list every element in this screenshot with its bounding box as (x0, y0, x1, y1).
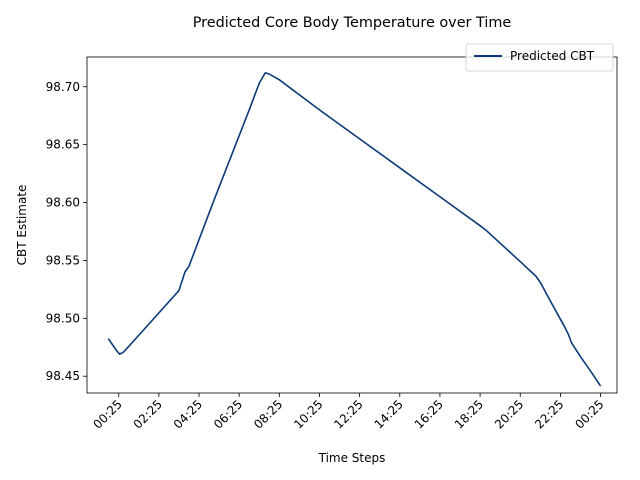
x-tick-label: 04:25 (171, 397, 205, 431)
plot-area (86, 56, 618, 394)
y-axis-ticks: 98.45 98.50 98.55 98.60 98.65 98.70 (46, 80, 87, 383)
y-axis-label: CBT Estimate (15, 185, 29, 266)
x-axis-label: Time Steps (318, 451, 386, 465)
x-tick-label: 14:25 (372, 397, 406, 431)
x-tick-label: 12:25 (331, 397, 365, 431)
y-tick-label: 98.65 (46, 138, 80, 152)
y-tick-label: 98.55 (46, 253, 80, 267)
legend: Predicted CBT (465, 43, 614, 72)
y-tick-label: 98.50 (46, 311, 80, 325)
plot-frame (86, 56, 618, 394)
x-tick-label: 00:25 (572, 397, 606, 431)
y-tick-label: 98.60 (46, 196, 80, 210)
series-line-0 (107, 72, 601, 387)
y-tick-label: 98.70 (46, 80, 80, 94)
x-tick-label: 22:25 (532, 397, 566, 431)
x-tick-label: 20:25 (492, 397, 526, 431)
x-tick-label: 06:25 (211, 397, 245, 431)
x-axis-ticks: 00:25 02:25 04:25 06:25 08:25 10:25 12:25 14:25… (90, 393, 607, 432)
x-tick-label: 00:25 (90, 397, 124, 431)
chart-title: Predicted Core Body Temperature over Tim… (193, 15, 512, 31)
series-layer (107, 72, 601, 387)
legend-label: Predicted CBT (510, 49, 595, 63)
x-tick-label: 10:25 (291, 397, 325, 431)
x-tick-label: 02:25 (131, 397, 165, 431)
legend-box (465, 43, 614, 72)
x-tick-label: 18:25 (452, 397, 486, 431)
x-tick-label: 16:25 (412, 397, 446, 431)
y-tick-label: 98.45 (46, 369, 80, 383)
x-tick-label: 08:25 (251, 397, 285, 431)
